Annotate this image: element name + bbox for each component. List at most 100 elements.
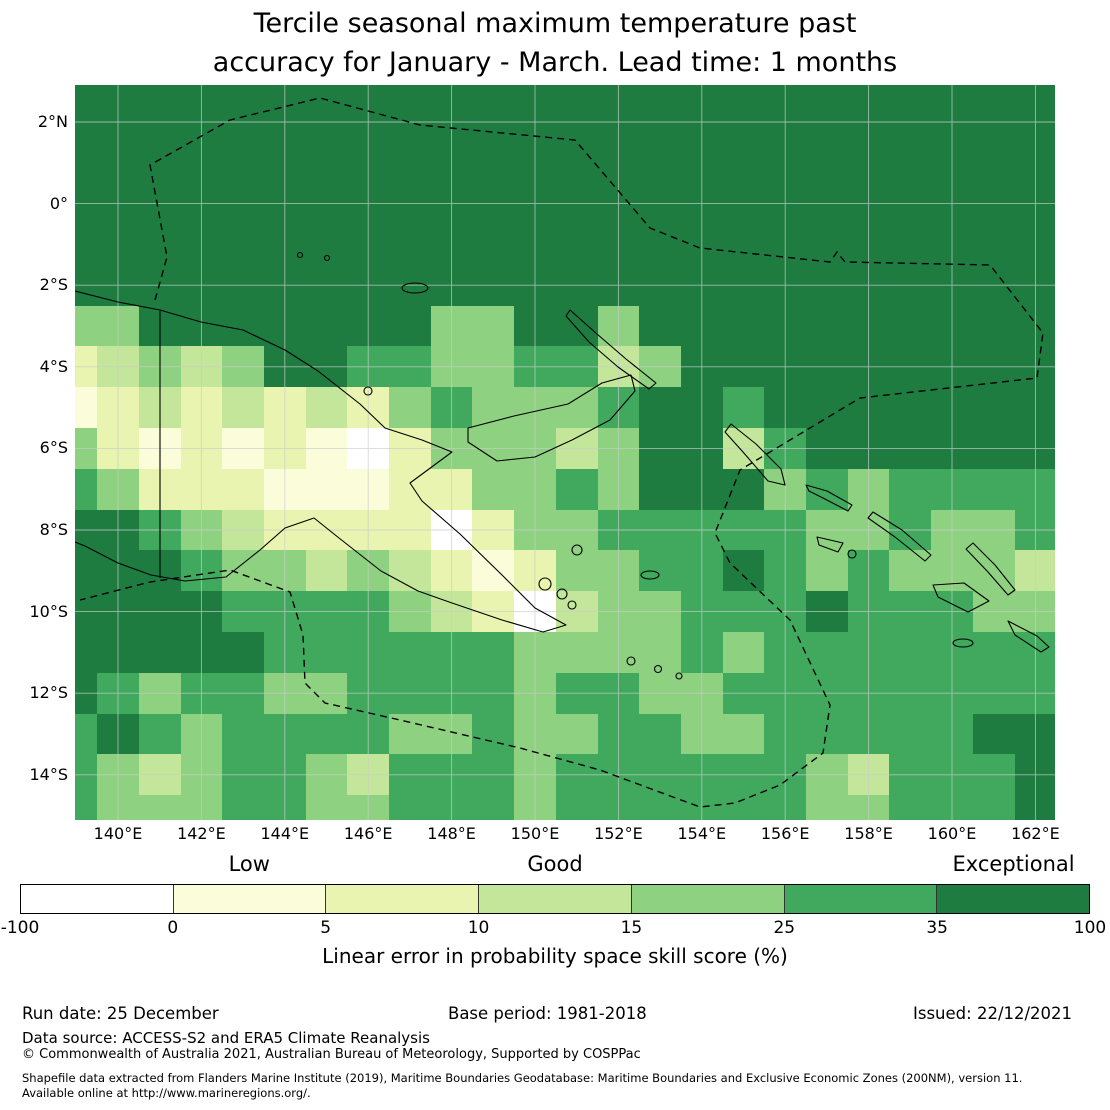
heatmap-cell (389, 795, 432, 820)
island-louisiade-2 (653, 664, 663, 674)
heatmap-cell (806, 85, 849, 103)
heatmap-cell (555, 550, 599, 592)
heatmap-cell (138, 85, 182, 103)
heatmap-cell (389, 85, 432, 103)
heatmap-cell (75, 713, 98, 756)
heatmap-cell (138, 713, 182, 756)
x-tick-label: 154°E (677, 824, 727, 843)
coastline-new-britain (467, 374, 636, 462)
heatmap-cell (222, 632, 265, 674)
heatmap-cell (75, 632, 98, 674)
heatmap-cell (555, 795, 599, 820)
heatmap-cell (222, 468, 265, 511)
figure-title-line2: accuracy for January - March. Lead time:… (212, 47, 898, 79)
colorbar-tick-label: 5 (320, 918, 332, 938)
heatmap-cell (389, 632, 432, 674)
heatmap-cell (305, 387, 349, 429)
heatmap-cell (138, 142, 182, 184)
x-tick-label: 152°E (594, 824, 643, 843)
heatmap-cell (722, 632, 766, 674)
island-karkar (363, 386, 373, 396)
coastline-choiseul (805, 484, 853, 512)
heatmap-cell (889, 85, 932, 103)
heatmap-cell (722, 550, 766, 592)
coastline-bougainville (724, 423, 786, 486)
x-tick-label: 162°E (1011, 824, 1060, 843)
figure-title-line1: Tercile seasonal maximum temperature pas… (253, 8, 857, 39)
heatmap-cell (722, 305, 766, 348)
heatmap-cell (472, 305, 515, 348)
heatmap-cell (972, 795, 1016, 820)
coastline-guadalcanal (932, 582, 990, 613)
colorbar-segment (783, 885, 937, 913)
heatmap-cell (722, 224, 766, 266)
coastline-malaita (965, 542, 1016, 596)
colorbar-segment (172, 885, 326, 913)
heatmap-cell (389, 142, 432, 184)
heatmap-cell (222, 387, 265, 429)
heatmap-cell (1014, 713, 1055, 756)
heatmap-cell (722, 468, 766, 511)
x-tick-label: 158°E (844, 824, 893, 843)
x-tick-label: 156°E (760, 824, 810, 843)
heatmap-cell (639, 713, 682, 756)
heatmap-cell (889, 550, 932, 592)
heatmap-cell (1014, 142, 1055, 184)
x-tick-label: 140°E (93, 824, 143, 843)
heatmap-cell (889, 713, 932, 756)
heatmap-cell (639, 305, 682, 348)
colorbar-caption: Linear error in probability space skill … (322, 944, 788, 968)
heatmap-cell (75, 468, 98, 511)
map-overlay (75, 85, 1055, 820)
y-tick-label: 10°S (29, 601, 68, 621)
coastline-makira (1007, 620, 1050, 653)
heatmap-cell (722, 85, 766, 103)
island-icon (847, 549, 857, 559)
heatmap-cell (305, 468, 349, 511)
graticule-gridlines (75, 85, 1055, 820)
heatmap-cell (1014, 550, 1055, 592)
colorbar-segment (325, 885, 479, 913)
x-tick-label: 144°E (260, 824, 310, 843)
colorbar-segment (21, 885, 173, 913)
island-rennell (952, 638, 974, 648)
heatmap-cell (555, 142, 599, 184)
colorbar-tick-label: -100 (0, 918, 40, 938)
base-period-text: Base period: 1981-2018 (448, 1004, 647, 1023)
heatmap-cell (472, 795, 515, 820)
heatmap-cell (639, 85, 682, 103)
heatmap-cell (222, 550, 265, 592)
heatmap-cell (1014, 468, 1055, 511)
colorbar-category-label: Exceptional (952, 852, 1075, 876)
heatmap-cell (972, 85, 1016, 103)
x-tick-label: 146°E (343, 824, 393, 843)
colorbar-category-label: Low (228, 852, 270, 876)
heatmap-cell (972, 550, 1016, 592)
heatmap-cell (222, 224, 265, 266)
heatmap-cell (472, 85, 515, 103)
heatmap-cell (222, 142, 265, 184)
colorbar-tick-label: 0 (167, 918, 179, 938)
heatmap-cell (639, 224, 682, 266)
heatmap-cell (1014, 85, 1055, 103)
island-icon (323, 254, 331, 262)
y-tick-label: 14°S (29, 764, 68, 784)
heatmap-cell (722, 387, 766, 429)
heatmap-cell (222, 713, 265, 756)
island-fergusson (556, 588, 568, 600)
island-louisiade-3 (675, 672, 683, 680)
heatmap-cell (1014, 795, 1055, 820)
heatmap-cell (305, 305, 349, 348)
heatmap-cell (389, 387, 432, 429)
heatmap-cell (138, 795, 182, 820)
heatmap-cell (722, 142, 766, 184)
heatmap-cell (806, 142, 849, 184)
x-tick-label: 148°E (427, 824, 476, 843)
shapefile-note-line2: Available online at http://www.marinereg… (22, 1086, 311, 1100)
heatmap-cell (305, 142, 349, 184)
heatmap-cell (555, 713, 599, 756)
heatmap-cell (75, 550, 98, 592)
figure-title: Tercile seasonal maximum temperature pas… (0, 4, 1110, 82)
heatmap-cell (75, 305, 98, 348)
heatmap-cell (806, 550, 849, 592)
